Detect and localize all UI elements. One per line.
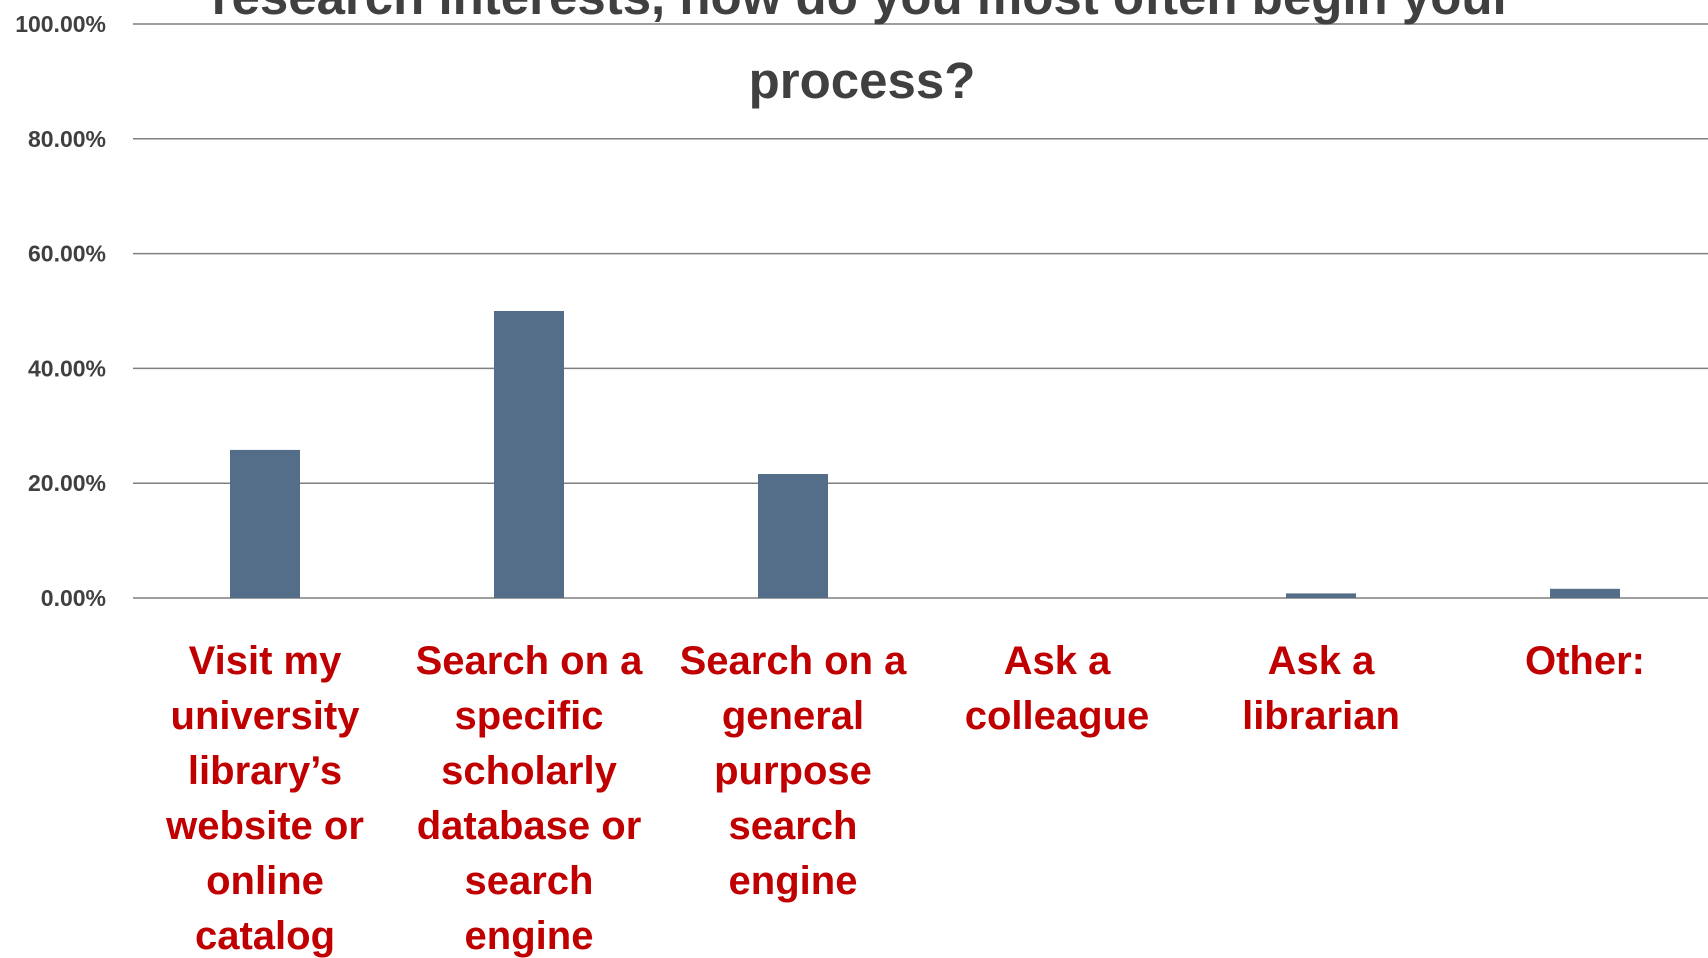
bar — [494, 311, 564, 598]
chart-title-line: research interests, how do you most ofte… — [212, 0, 1513, 25]
x-category-label-line: website or — [165, 804, 364, 848]
x-category-label-line: engine — [729, 859, 858, 903]
x-category-label-line: general — [722, 694, 864, 738]
x-category-label-line: Search on a — [680, 639, 908, 683]
x-category-label-line: Other: — [1525, 639, 1645, 683]
x-category-label: Ask a colleague — [965, 639, 1150, 738]
y-tick-label: 80.00% — [28, 126, 106, 152]
y-tick-label: 60.00% — [28, 241, 106, 267]
x-category-label-line: search — [729, 804, 858, 848]
x-category-label-line: Visit my — [189, 639, 342, 683]
x-category-label-line: catalog — [195, 914, 335, 958]
x-category-label: Visit my university library’s website or onl… — [165, 639, 364, 958]
x-category-label-line: purpose — [714, 749, 872, 793]
y-tick-label: 100.00% — [15, 11, 106, 37]
x-category-label-line: online — [206, 859, 324, 903]
x-category-label-line: Ask a — [1268, 639, 1375, 683]
x-category-label: Search on a general purpose search engine — [680, 639, 908, 903]
y-tick-label: 0.00% — [41, 585, 106, 611]
x-category-label-line: librarian — [1242, 694, 1400, 738]
chart-title: research interests, how do you most ofte… — [212, 0, 1513, 109]
bar — [230, 449, 300, 598]
x-category-label-line: university — [171, 694, 361, 738]
y-tick-label: 40.00% — [28, 355, 106, 381]
x-category-label-line: library’s — [188, 749, 342, 793]
bar — [1550, 588, 1620, 598]
x-category-label-line: Ask a — [1004, 639, 1111, 683]
x-category-label-line: colleague — [965, 694, 1150, 738]
y-axis-tick-labels: 0.00% 20.00% 40.00% 60.00% 80.00% 100.00% — [15, 11, 106, 611]
x-category-label-line: scholarly — [441, 749, 617, 793]
x-axis-category-labels: Visit my university library’s website or onl… — [165, 639, 1645, 958]
x-category-label: Other: — [1525, 639, 1645, 683]
bar — [1286, 593, 1356, 598]
y-tick-label: 20.00% — [28, 470, 106, 496]
gridlines — [133, 23, 1708, 599]
x-category-label-line: Search on a — [416, 639, 644, 683]
bar — [758, 474, 828, 598]
x-category-label-line: database or — [417, 804, 642, 848]
bars — [230, 311, 1620, 598]
x-category-label-line: search — [465, 859, 594, 903]
x-category-label: Search on a specific scholarly database or s… — [416, 639, 644, 958]
x-category-label-line: engine — [465, 914, 594, 958]
x-category-label: Ask a librarian — [1242, 639, 1400, 738]
x-category-label-line: specific — [455, 694, 604, 738]
chart-title-line: process? — [749, 52, 976, 109]
